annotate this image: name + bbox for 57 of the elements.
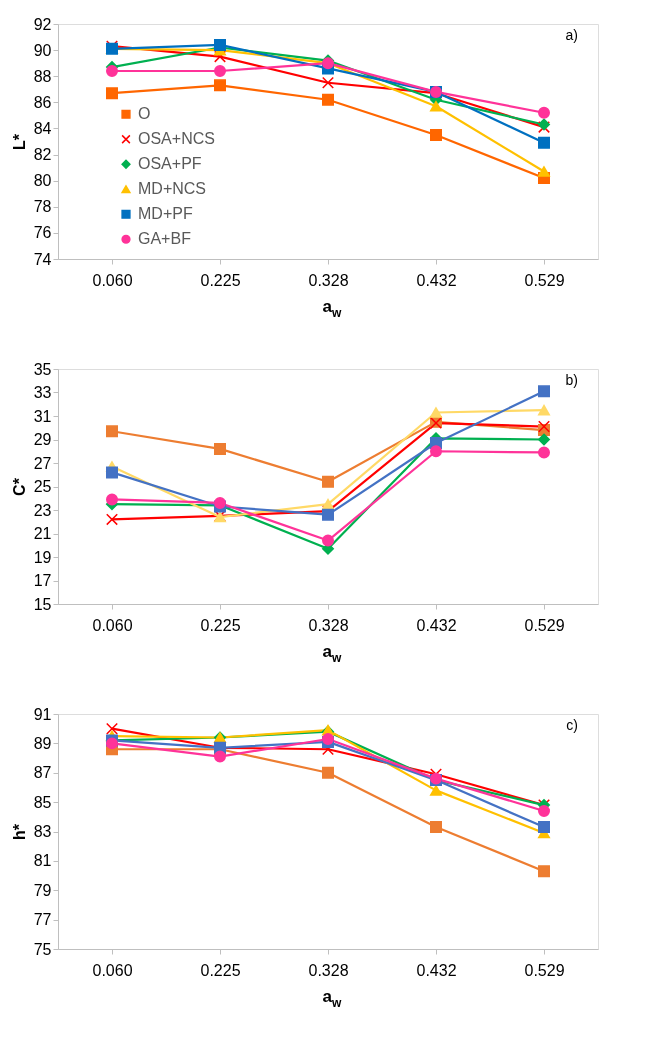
y-tick-label: 27	[33, 454, 52, 472]
y-tick-label: 33	[33, 384, 52, 401]
y-tick-label: 29	[33, 431, 52, 448]
y-tick-label: 25	[33, 478, 52, 495]
y-tick-label: 75	[33, 940, 52, 958]
legend-label: MD+NCS	[138, 180, 207, 198]
annotation: c)	[566, 717, 578, 733]
x-tick-label: 0.529	[524, 271, 565, 289]
y-tick-label: 81	[33, 852, 52, 870]
y-tick-label: 82	[33, 146, 52, 164]
y-tick-label: 79	[33, 881, 52, 899]
y-tick-label: 19	[33, 548, 52, 566]
x-tick-label: 0.225	[200, 961, 241, 979]
x-tick-label: 0.432	[416, 961, 457, 979]
x-tick-label: 0.328	[308, 961, 349, 979]
x-tick-label: 0.529	[524, 961, 565, 979]
y-tick-label: 88	[33, 67, 52, 85]
y-axis-title: L*	[10, 133, 28, 150]
legend-label: MD+PF	[138, 205, 193, 223]
y-tick-label: 31	[33, 407, 52, 425]
x-tick-label: 0.225	[200, 271, 241, 289]
x-tick-label: 0.060	[92, 961, 133, 979]
y-tick-label: 77	[33, 911, 52, 929]
y-tick-label: 17	[33, 572, 52, 589]
x-tick-label: 0.328	[308, 271, 349, 289]
x-tick-label: 0.060	[92, 616, 133, 634]
y-tick-label: 92	[33, 15, 52, 33]
y-tick-label: 90	[33, 41, 52, 59]
y-tick-label: 87	[33, 764, 52, 782]
y-tick-label: 74	[33, 250, 52, 268]
annotation: a)	[565, 27, 578, 43]
x-tick-label: 0.225	[200, 616, 241, 634]
legend-label: OSA+NCS	[138, 130, 215, 148]
y-tick-label: 21	[33, 525, 52, 542]
annotation: b)	[565, 372, 578, 388]
x-tick-label: 0.529	[524, 616, 565, 634]
y-axis-title: C*	[10, 477, 28, 496]
y-tick-label: 23	[33, 501, 52, 519]
y-tick-label: 83	[33, 823, 52, 840]
y-axis-title: h*	[10, 823, 28, 840]
x-tick-label: 0.328	[308, 616, 349, 634]
legend-label: O	[138, 105, 151, 123]
y-tick-label: 80	[33, 172, 52, 190]
y-tick-label: 35	[33, 360, 52, 378]
y-tick-label: 78	[33, 198, 52, 216]
y-tick-label: 89	[33, 734, 52, 752]
x-tick-label: 0.432	[416, 271, 457, 289]
y-tick-label: 85	[33, 793, 52, 811]
legend-label: GA+BF	[138, 230, 192, 248]
y-tick-label: 76	[33, 224, 52, 242]
x-tick-label: 0.060	[92, 271, 133, 289]
y-tick-label: 84	[33, 119, 52, 137]
y-tick-label: 91	[33, 705, 52, 723]
legend-label: OSA+PF	[138, 155, 202, 173]
y-tick-label: 15	[33, 595, 52, 613]
x-tick-label: 0.432	[416, 616, 457, 634]
y-tick-label: 86	[33, 93, 52, 111]
